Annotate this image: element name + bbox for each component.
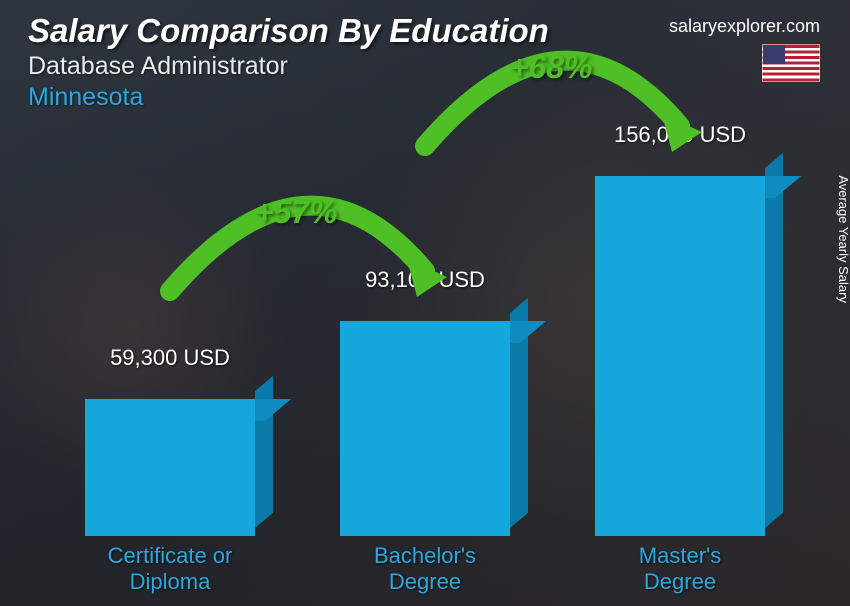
bar-front [340,321,510,536]
bar-chart: 59,300 USDCertificate orDiploma93,100 US… [40,156,810,536]
bar-value-label: 59,300 USD [70,345,270,371]
bar-category-label: Master'sDegree [580,543,780,594]
percent-increase-label: +68% [510,49,593,86]
bar-front [85,399,255,536]
bar-category-label: Certificate orDiploma [70,543,270,594]
percent-increase-label: +57% [255,194,338,231]
bar-0 [85,399,255,536]
bar-2 [595,176,765,536]
bar-1 [340,321,510,536]
y-axis-label: Average Yearly Salary [837,175,850,303]
bar-side [765,153,783,528]
bar-front [595,176,765,536]
bar-category-label: Bachelor'sDegree [325,543,525,594]
flag-icon [762,44,820,82]
